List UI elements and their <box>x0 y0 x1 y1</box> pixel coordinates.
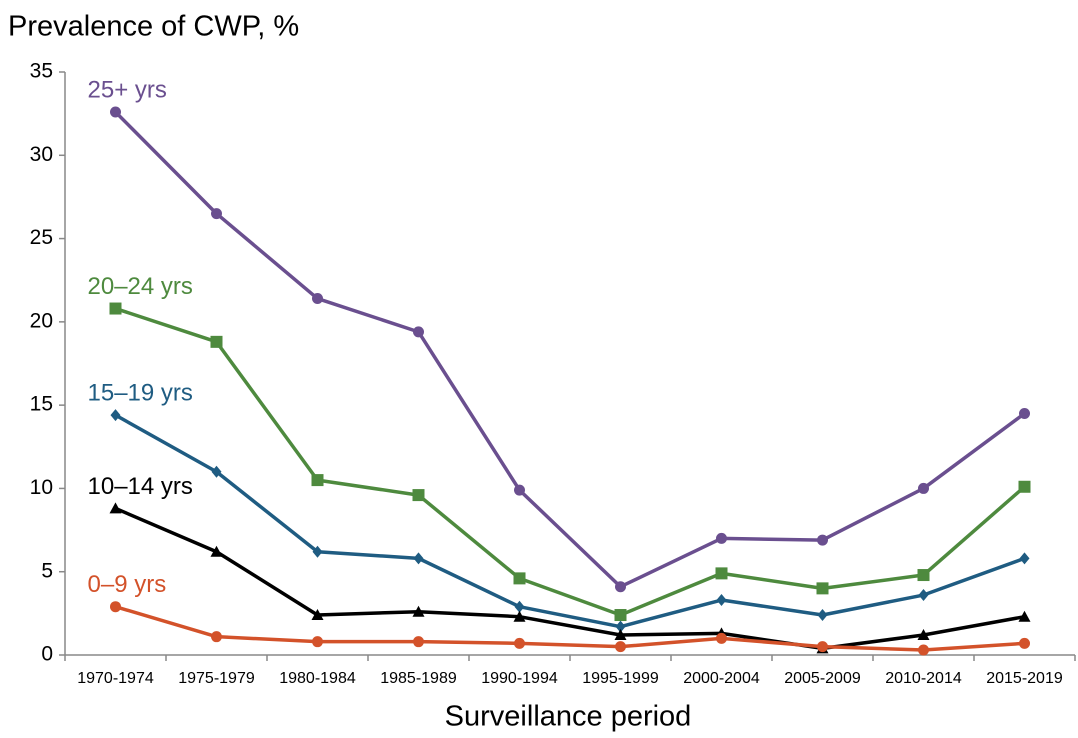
marker <box>716 594 727 607</box>
marker <box>817 609 828 622</box>
y-tick-label: 30 <box>30 143 53 166</box>
x-tick-label: 1995-1999 <box>582 670 659 687</box>
marker <box>109 502 122 514</box>
marker <box>1019 552 1030 565</box>
marker <box>716 532 727 544</box>
marker <box>615 620 626 633</box>
y-tick-label: 5 <box>41 559 53 582</box>
series-label: 20–24 yrs <box>88 273 193 300</box>
series-label: 15–19 yrs <box>88 379 193 406</box>
marker <box>110 106 121 118</box>
series-line <box>114 506 1025 651</box>
marker <box>413 636 424 648</box>
marker <box>412 605 425 617</box>
x-tick-label: 2010-2014 <box>885 670 962 687</box>
marker <box>1019 637 1030 649</box>
marker <box>210 545 223 557</box>
marker <box>817 641 828 653</box>
marker <box>615 581 626 593</box>
marker <box>514 484 525 496</box>
x-tick-label: 1975-1979 <box>178 670 255 687</box>
marker <box>513 572 526 585</box>
marker <box>109 302 122 315</box>
marker <box>715 567 728 580</box>
marker <box>917 569 930 582</box>
x-tick-label: 1970-1974 <box>77 670 154 687</box>
chart-title: Prevalence of CWP, % <box>8 11 299 43</box>
marker <box>816 582 829 595</box>
marker <box>614 629 627 641</box>
marker <box>413 326 424 338</box>
marker <box>1018 480 1031 493</box>
marker <box>513 610 526 622</box>
marker <box>311 609 324 621</box>
marker <box>514 637 525 649</box>
marker <box>918 482 929 494</box>
marker <box>312 545 323 558</box>
marker <box>716 632 727 644</box>
marker <box>211 465 222 478</box>
marker <box>312 293 323 305</box>
series-line <box>115 605 1025 652</box>
marker <box>1018 610 1031 622</box>
series-label: 0–9 yrs <box>88 571 167 598</box>
y-tick-label: 10 <box>30 476 53 499</box>
y-tick-label: 25 <box>30 226 53 249</box>
marker <box>110 409 121 422</box>
marker <box>817 534 828 546</box>
y-tick-label: 15 <box>30 393 53 416</box>
marker <box>918 589 929 602</box>
marker <box>614 609 627 622</box>
y-tick-label: 0 <box>41 643 53 666</box>
marker <box>413 552 424 565</box>
marker <box>211 631 222 643</box>
x-tick-label: 1990-1994 <box>481 670 558 687</box>
series-label: 25+ yrs <box>88 76 167 103</box>
marker <box>514 600 525 613</box>
marker <box>918 644 929 656</box>
marker <box>412 489 425 502</box>
marker <box>1019 407 1030 419</box>
marker <box>312 636 323 648</box>
series-label: 10–14 yrs <box>88 473 193 500</box>
marker <box>917 629 930 641</box>
marker <box>615 641 626 653</box>
marker <box>110 601 121 613</box>
y-tick-label: 35 <box>30 60 53 83</box>
x-tick-label: 2000-2004 <box>683 670 760 687</box>
x-tick-label: 1980-1984 <box>279 670 356 687</box>
marker <box>211 208 222 220</box>
x-tick-label: 2015-2019 <box>986 670 1063 687</box>
x-tick-label: 2005-2009 <box>784 670 861 687</box>
series-line <box>114 306 1026 617</box>
marker <box>210 335 223 348</box>
x-tick-label: 1985-1989 <box>380 670 457 687</box>
series-line <box>114 110 1026 589</box>
marker <box>311 474 324 487</box>
y-tick-label: 20 <box>30 309 53 332</box>
series-line <box>114 413 1026 629</box>
x-axis-label: Surveillance period <box>445 701 692 733</box>
